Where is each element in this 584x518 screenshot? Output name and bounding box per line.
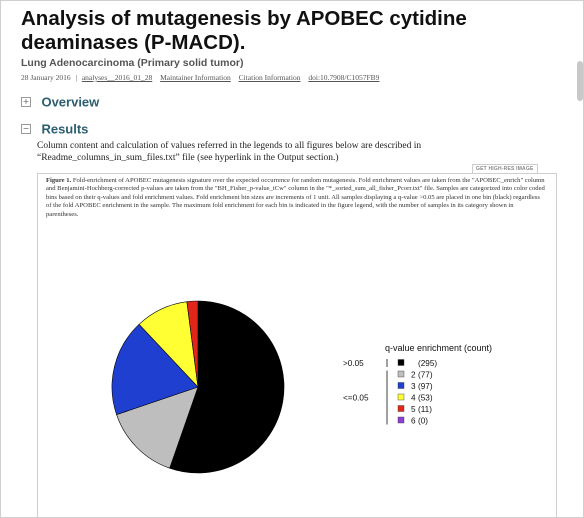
legend-count-4: (11) [418, 405, 432, 414]
figure-panel: Figure 1. Fold-enrichment of APOBEC muta… [37, 173, 557, 517]
section-title-results[interactable]: Results [41, 121, 89, 137]
legend-group-label-1: <=0.05 [343, 394, 369, 403]
pie-slice-2 [111, 323, 199, 416]
doi-link[interactable]: doi:10.7908/C1057FB9 [308, 73, 380, 82]
legend-swatch-4 [397, 405, 405, 412]
legend-swatch-2 [397, 382, 405, 389]
legend-label-2: 3 [411, 382, 416, 391]
maintainer-info-link[interactable]: Maintainer Information [160, 73, 231, 82]
legend-count-0: (295) [418, 359, 437, 368]
figure-caption-text: Fold-enrichment of APOBEC mutagenesis si… [46, 177, 545, 218]
pie-slice-1 [116, 386, 199, 469]
legend-swatch-3 [397, 393, 405, 401]
scrollbar[interactable] [577, 61, 583, 101]
legend-count-2: (97) [418, 382, 433, 391]
section-overview[interactable]: + Overview [21, 93, 99, 111]
analysis-id-link[interactable]: analyses__2016_01_28 [81, 73, 153, 82]
pie-chart: q-value enrichment (count) (295)2 (77)3 (97… [111, 300, 492, 474]
legend-label-5: 6 [411, 417, 416, 426]
legend-label-4: 5 [411, 405, 416, 414]
legend-count-1: (77) [418, 371, 433, 380]
section-results[interactable]: − Results [21, 120, 88, 138]
meta-separator: | [75, 73, 77, 82]
legend-swatch-0 [397, 359, 405, 366]
legend-count-3: (53) [418, 394, 433, 403]
legend-label-1: 2 [411, 371, 416, 380]
pie-slice-4 [186, 300, 199, 388]
report-date: 28 January 2016 [21, 73, 71, 82]
page-title: Analysis of mutagenesis by APOBEC cytidi… [21, 7, 467, 54]
legend-label-3: 4 [411, 394, 416, 403]
legend-swatch-5 [397, 416, 405, 424]
section-title-overview[interactable]: Overview [41, 94, 100, 110]
meta-line: 28 January 2016 | analyses__2016_01_28 M… [21, 73, 385, 82]
legend-count-5: (0) [418, 417, 428, 426]
figure-caption: Figure 1. Fold-enrichment of APOBEC muta… [46, 177, 546, 219]
results-description: Column content and calculation of values… [37, 141, 422, 163]
collapse-icon[interactable]: − [21, 123, 31, 134]
figure-label: Figure 1. [46, 177, 72, 184]
page-subtitle: Lung Adenocarcinoma (Primary solid tumor… [21, 57, 244, 69]
expand-icon[interactable]: + [21, 96, 31, 107]
citation-info-link[interactable]: Citation Information [238, 73, 301, 82]
legend-title: q-value enrichment (count) [385, 343, 492, 353]
legend-group-label-0: >0.05 [343, 359, 364, 368]
legend-swatch-1 [397, 370, 405, 378]
